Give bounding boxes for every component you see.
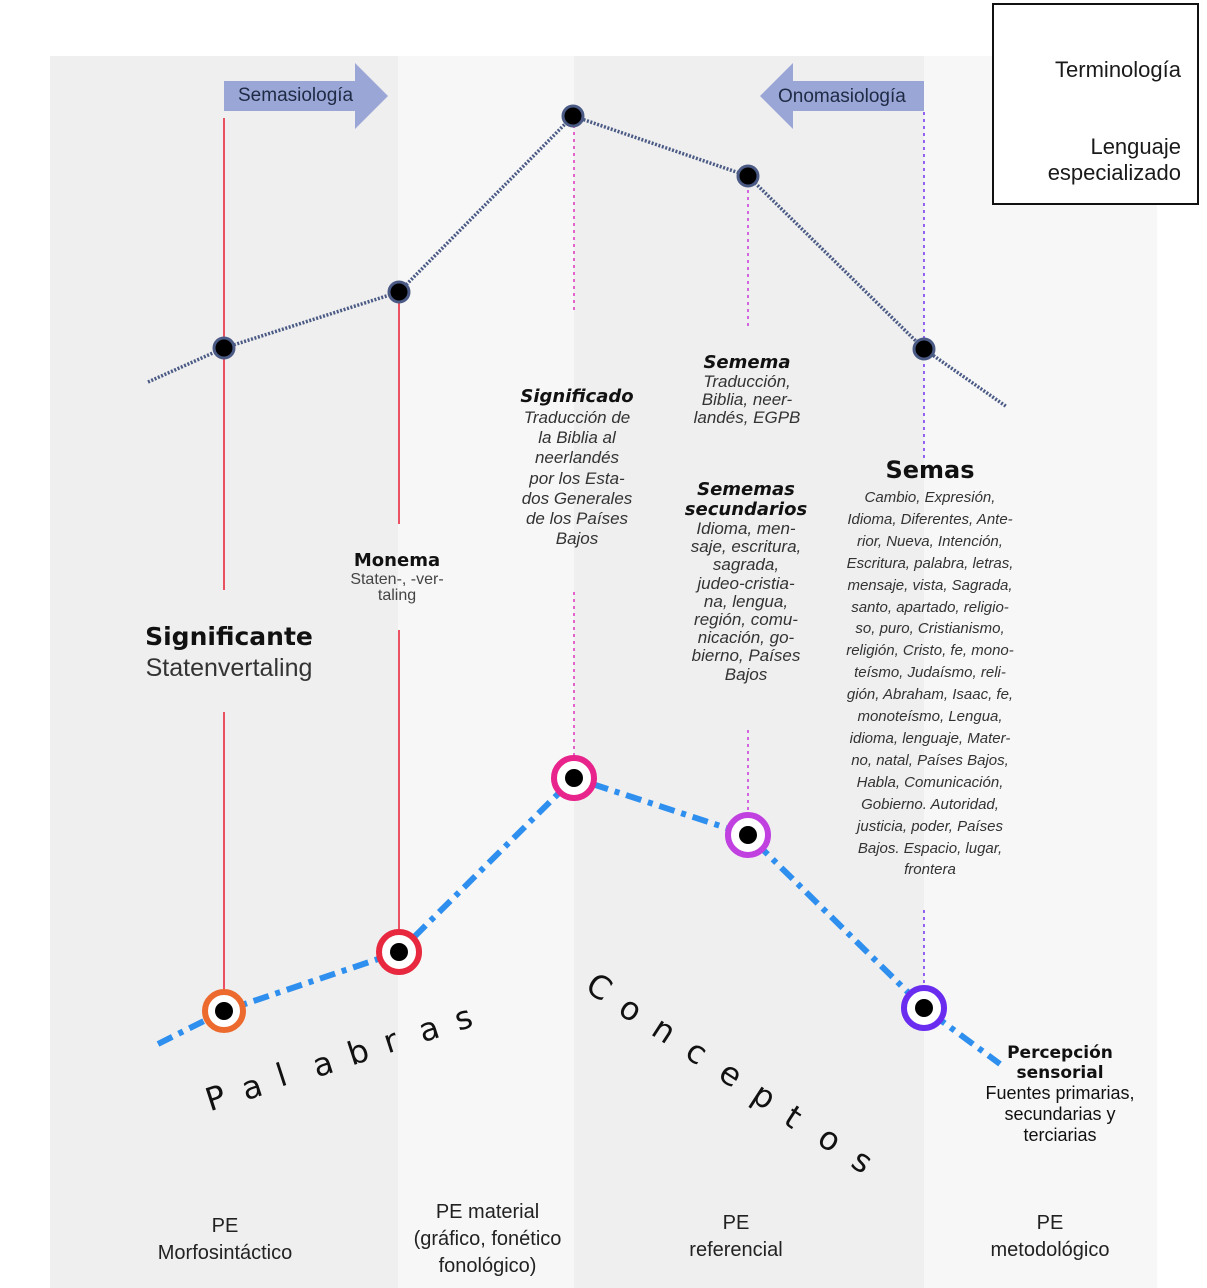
sememas-lines-line: bierno, Países: [691, 646, 801, 666]
semema-lines-line: Traducción,: [703, 372, 791, 391]
column-3-footer-line1: PE: [722, 1212, 750, 1234]
sememas-lines-line: región, comu-: [694, 610, 798, 630]
column-2-footer: PE material (gráfico, fonético fonológic…: [390, 1199, 585, 1280]
semas-lines-line: justicia, poder, Países: [857, 817, 1003, 835]
column-4-footer-line1: PE: [1036, 1212, 1064, 1234]
semas-lines-line: Gobierno. Autoridad,: [861, 795, 999, 813]
semas-lines-line: santo, apartado, religio-: [851, 598, 1009, 616]
significado-lines-line: por los Esta-: [529, 468, 625, 488]
legend-lenguaje-label-line2: especializado: [1047, 160, 1181, 185]
column-3-footer-line2: referencial: [689, 1239, 783, 1261]
semema-lines-line: Biblia, neer-: [701, 390, 793, 409]
significado-lines-line: neerlandés: [534, 448, 620, 468]
sememas-lines-line: judeo-cristia-: [697, 573, 795, 593]
legend-terminologia-label: Terminología: [1055, 57, 1181, 82]
semas-lines-line: no, natal, Países Bajos,: [851, 751, 1009, 769]
terminologia-line: [147, 113, 1009, 409]
column-3-footer: PE referencial: [636, 1210, 836, 1264]
semas-lines-line: Escritura, palabra, letras,: [846, 554, 1014, 572]
lenguaje-node-2-dot: [390, 943, 408, 961]
onomasiologia-label: Onomasiología: [778, 86, 906, 107]
semas-lines-line: Cambio, Expresión,: [864, 489, 996, 506]
lenguaje-node-4-dot: [739, 826, 757, 844]
semas-lines-line: mensaje, vista, Sagrada,: [847, 576, 1013, 594]
sememas-secundarios-title-line1: Sememas: [697, 479, 795, 500]
column-1-footer-line2: Morfosintáctico: [157, 1242, 293, 1264]
semasiologia-label: Semasiología: [238, 85, 354, 106]
column-4-footer: PE metodológico: [950, 1210, 1150, 1264]
significado-lines-line: la Biblia al: [538, 428, 616, 448]
semas-lines-line: idioma, lenguaje, Mater-: [849, 729, 1011, 747]
significado-lines-line: Bajos: [555, 529, 599, 549]
column-2-footer-line2: (gráfico, fonético: [413, 1228, 562, 1250]
column-4-footer-line2: metodológico: [990, 1239, 1110, 1261]
semas-lines-line: monoteísmo, Lengua,: [857, 708, 1003, 726]
column-2-footer-line1: PE material: [435, 1201, 540, 1223]
sememas-lines-line: na, lengua,: [703, 591, 789, 611]
terminologia-node-5: [912, 337, 936, 361]
column-bg-2: [398, 56, 574, 1288]
percepcion-lines-line: secundarias y: [1004, 1104, 1116, 1124]
significado-title: Significado: [520, 386, 634, 407]
semas-lines-line: Habla, Comunicación,: [856, 773, 1004, 791]
terminologia-node-3: [561, 104, 585, 128]
semas-lines-line: teísmo, Judaísmo, reli-: [854, 664, 1006, 682]
semas-lines-line: Bajos. Espacio, lugar,: [857, 839, 1003, 857]
column-1-footer-line1: PE: [211, 1215, 239, 1237]
monema-title: Monema: [353, 550, 441, 571]
lenguaje-node-1-dot: [215, 1002, 233, 1020]
significante-title: Significante: [145, 622, 313, 651]
percepcion-lines-line: terciarias: [1023, 1125, 1097, 1145]
lenguaje-node-5-dot: [915, 999, 933, 1017]
column-bg-4: [924, 56, 1157, 1288]
percepcion-body: Fuentes primarias, secundarias y terciaria…: [968, 1083, 1152, 1146]
semas-lines-line: rior, Nueva, Intención,: [857, 532, 1003, 550]
significado-lines-line: Traducción de: [523, 408, 631, 427]
semas-lines-line: gión, Abraham, Isaac, fe,: [846, 686, 1014, 704]
semema-body: Traducción, Biblia, neer-landés, EGPB: [675, 373, 819, 427]
percepcion-title-line1: Percepción: [1007, 1043, 1113, 1063]
semema-lines-line: landés, EGPB: [693, 408, 801, 427]
terminologia-node-4: [736, 164, 760, 188]
sememas-lines-line: saje, escritura,: [690, 537, 802, 557]
significante-body: Statenvertaling: [145, 654, 313, 682]
semas-lines-line: Idioma, Diferentes, Ante-: [847, 510, 1013, 528]
significado-lines-line: dos Generales: [521, 488, 633, 508]
semas-lines-line: religión, Cristo, fe, mono-: [846, 642, 1014, 660]
column-2-footer-line3: fonológico): [438, 1255, 537, 1277]
semema-title: Semema: [703, 352, 791, 373]
sememas-lines-line: Idioma, men-: [696, 519, 796, 538]
column-1-footer: PE Morfosintáctico: [115, 1213, 335, 1267]
sememas-lines-line: sagrada,: [712, 555, 780, 575]
terminologia-node-1: [212, 336, 236, 360]
semasiologia-arrow: [224, 63, 388, 129]
semas-title: Semas: [885, 456, 975, 484]
percepcion-lines-line: Fuentes primarias,: [985, 1083, 1135, 1103]
sememas-lines-line: nicación, go-: [697, 628, 795, 648]
terminologia-node-2: [387, 280, 411, 304]
significado-body: Traducción de la Biblia al neerlandés por l…: [497, 408, 657, 549]
monema-body-line1: Staten-, -ver-: [350, 571, 444, 588]
semas-body: Cambio, Expresión, Idioma, Diferentes, An…: [830, 487, 1030, 881]
semas-lines-line: so, puro, Cristianismo,: [855, 620, 1005, 638]
sememas-lines-line: Bajos: [724, 664, 768, 684]
significado-lines-line: de los Países: [525, 509, 629, 529]
sememas-secundarios-body: Idioma, men-saje, escritura, sagrada, jude…: [671, 519, 821, 684]
percepcion-title-line2: sensorial: [1016, 1063, 1104, 1083]
column-bg-3: [574, 56, 924, 1288]
legend-box: Terminología Lenguaje especializado: [992, 3, 1199, 205]
sememas-secundarios-title-line2: secundarios: [684, 499, 808, 520]
semas-lines-line: frontera: [904, 861, 956, 879]
lenguaje-node-3-dot: [565, 769, 583, 787]
monema-body-line2: taling: [377, 587, 417, 604]
onomasiologia-arrow: [760, 63, 924, 129]
legend-lenguaje-label-line1: Lenguaje: [1090, 134, 1181, 159]
